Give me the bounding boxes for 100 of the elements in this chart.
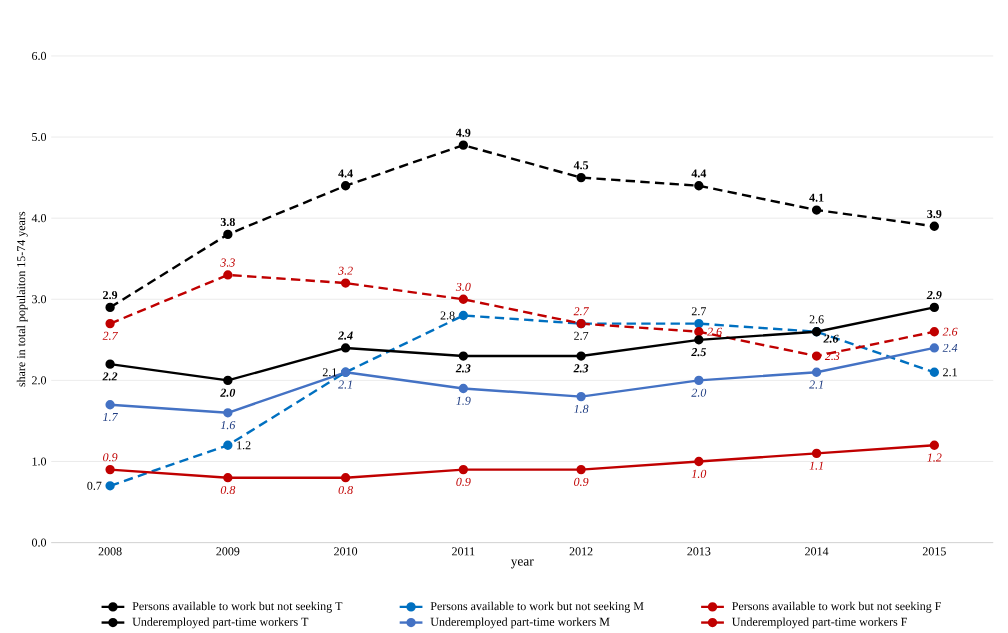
data-label: 0.8 xyxy=(338,485,353,495)
data-label: 2.6 xyxy=(823,334,839,343)
point xyxy=(105,400,115,410)
x-tick-label: 2014 xyxy=(805,547,829,556)
point xyxy=(694,327,704,337)
y-axis-title: share in total populaiton 15-74 years xyxy=(16,211,28,387)
point xyxy=(811,351,822,361)
x-tick-label: 2011 xyxy=(452,547,475,556)
data-label: 2.2 xyxy=(102,372,118,381)
data-label: 3.3 xyxy=(220,258,235,267)
y-tick-label: 1.0 xyxy=(32,457,47,466)
point xyxy=(223,473,233,483)
point xyxy=(576,351,586,361)
point xyxy=(105,318,115,329)
point xyxy=(576,391,586,402)
data-label: 2.6 xyxy=(809,315,824,324)
legend-label: Underemployed part-time workers T xyxy=(132,617,309,629)
data-label: 3.2 xyxy=(338,266,353,275)
point xyxy=(458,351,469,361)
data-label: 1.7 xyxy=(103,412,119,422)
data-label: 2.5 xyxy=(691,348,707,357)
x-axis-title: year xyxy=(510,559,534,569)
data-label: 2.1 xyxy=(809,380,823,389)
x-tick-label: 2012 xyxy=(569,547,593,556)
data-label: 0.8 xyxy=(220,485,236,495)
data-label: 2.1 xyxy=(338,380,352,389)
point xyxy=(694,335,704,345)
data-label: 3.8 xyxy=(220,217,235,227)
point xyxy=(694,375,704,386)
point xyxy=(105,481,115,491)
data-label: 4.5 xyxy=(573,161,589,170)
point xyxy=(929,302,940,313)
point xyxy=(694,318,704,329)
point xyxy=(223,375,233,386)
legend-label: Persons available to work but not seeking F xyxy=(732,601,941,613)
data-label: 1.0 xyxy=(691,469,707,478)
data-label: 3.0 xyxy=(455,282,471,291)
point xyxy=(929,327,940,337)
data-label: 2.6 xyxy=(942,327,958,336)
y-tick-label: 5.0 xyxy=(32,132,47,142)
point xyxy=(929,343,940,353)
data-label: 2.7 xyxy=(574,331,589,340)
y-tick-label: 3.0 xyxy=(32,295,47,304)
point xyxy=(223,270,233,280)
data-label: 0.7 xyxy=(87,481,102,490)
data-label: 2.7 xyxy=(102,331,119,340)
data-label: 4.4 xyxy=(338,169,353,178)
point xyxy=(576,464,586,475)
data-label: 1.9 xyxy=(456,396,471,405)
point xyxy=(223,440,233,450)
x-tick-label: 2008 xyxy=(98,547,122,556)
point xyxy=(458,310,469,321)
point xyxy=(811,448,822,459)
data-label: 1.2 xyxy=(237,441,251,450)
data-label: 2.4 xyxy=(337,331,353,340)
point xyxy=(811,205,822,215)
data-label: 2.9 xyxy=(103,290,118,300)
data-label: 2.4 xyxy=(942,343,958,352)
point xyxy=(576,172,586,183)
point xyxy=(458,140,469,150)
x-tick-label: 2015 xyxy=(922,547,946,556)
x-tick-label: 2009 xyxy=(216,547,240,556)
data-label: 4.9 xyxy=(456,128,471,137)
point xyxy=(340,473,351,483)
point xyxy=(694,181,704,191)
point xyxy=(105,302,115,313)
y-tick-label: 0.0 xyxy=(31,538,47,547)
point xyxy=(105,464,115,475)
data-label: 1.1 xyxy=(809,461,823,470)
legend-label: Persons available to work but not seeking T xyxy=(132,601,343,613)
data-label: 0.9 xyxy=(103,453,118,462)
legend-label: Persons available to work but not seeking M xyxy=(430,601,644,613)
point xyxy=(929,440,940,450)
data-label: 2.0 xyxy=(220,388,236,397)
legend-label: Underemployed part-time workers M xyxy=(430,617,610,629)
data-label: 2.7 xyxy=(691,307,706,316)
data-label: 2.1 xyxy=(943,368,957,377)
data-label: 1.2 xyxy=(927,453,942,462)
point xyxy=(811,367,822,377)
data-label: 0.9 xyxy=(456,477,471,486)
point xyxy=(105,359,115,369)
data-label: 1.6 xyxy=(220,421,236,430)
x-tick-label: 2010 xyxy=(334,547,358,556)
data-label: 2.0 xyxy=(691,388,707,397)
data-label: 1.8 xyxy=(574,404,589,413)
point xyxy=(223,408,233,418)
point xyxy=(340,278,351,288)
data-label: 2.3 xyxy=(455,364,471,373)
point xyxy=(340,343,351,353)
y-tick-label: 2.0 xyxy=(32,376,47,385)
data-label: 4.1 xyxy=(809,193,824,202)
data-label: 2.1 xyxy=(322,368,337,377)
y-tick-label: 4.0 xyxy=(31,214,47,223)
legend-label: Underemployed part-time workers F xyxy=(732,617,907,629)
data-label: 2.3 xyxy=(573,364,589,373)
x-tick-label: 2013 xyxy=(687,547,711,556)
point xyxy=(458,464,469,475)
data-label: 3.9 xyxy=(927,209,942,218)
point xyxy=(694,456,704,467)
data-label: 4.4 xyxy=(691,169,707,178)
